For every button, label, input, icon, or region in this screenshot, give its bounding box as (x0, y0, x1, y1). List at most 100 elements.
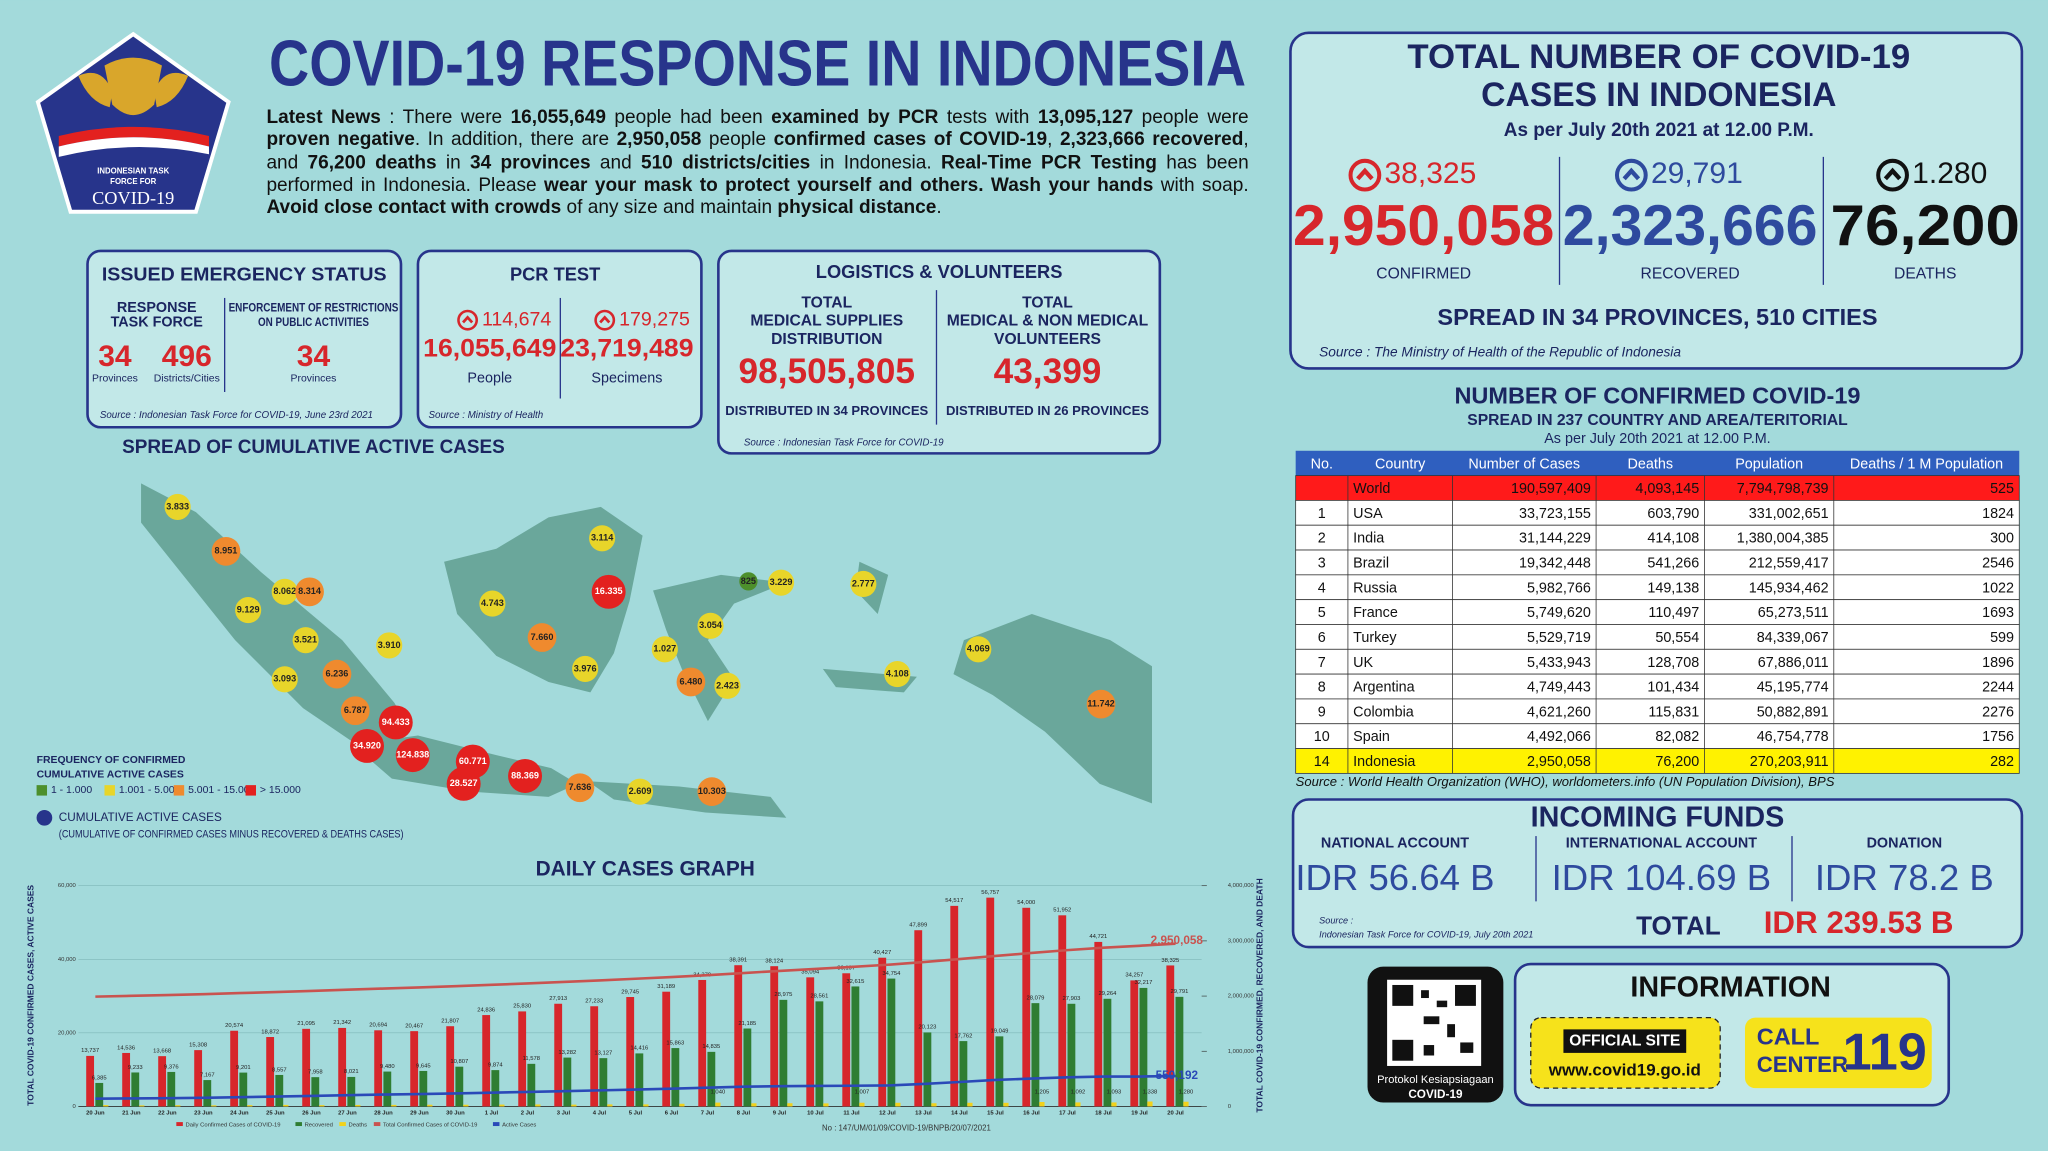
table-cell: 1824 (1982, 506, 2014, 522)
legend-swatch (104, 785, 115, 796)
bar (662, 991, 671, 1107)
bar (211, 1105, 217, 1107)
tick-label: 2,000,000 (1228, 994, 1255, 1000)
table-cell: 603,790 (1647, 506, 1699, 522)
news-text: . In addition, there are (414, 129, 617, 151)
bar (203, 1080, 212, 1107)
bar (635, 1053, 644, 1107)
data-label: 550,192 (1156, 1069, 1199, 1082)
data-label: 8,557 (272, 1067, 287, 1073)
data-label: 35,094 (801, 970, 820, 976)
news-text: Latest News (266, 107, 381, 129)
data-label: 11,578 (523, 1056, 541, 1062)
column-header: Deaths / 1 M Population (1850, 456, 2003, 472)
bubble-label: 60.771 (459, 756, 487, 766)
bubble-label: 10.303 (698, 786, 726, 796)
bar (518, 1011, 527, 1107)
map-bubble (508, 759, 543, 793)
table-cell: Colombia (1353, 704, 1414, 720)
bubble-label: 7.660 (531, 632, 554, 642)
bar (283, 1104, 289, 1107)
table-cell: 5,433,943 (1527, 655, 1591, 671)
logo-text: INDONESIAN TASK (97, 166, 169, 175)
x-tick-label: 21 Jun (122, 1111, 141, 1117)
table-cell: 190,597,409 (1511, 481, 1591, 497)
bar (859, 1102, 865, 1107)
bar (734, 965, 743, 1107)
increase-icon (1348, 158, 1382, 192)
legend-label: > 15.000 (260, 785, 301, 796)
source: Indonesian Task Force for COVID-19, July… (1319, 930, 1533, 940)
legend-swatch (492, 1122, 500, 1127)
table-cell: 110,497 (1648, 605, 1699, 621)
news-text: 16,055,649 (510, 107, 606, 129)
table-cell: 7 (1318, 655, 1326, 671)
bar (950, 905, 959, 1107)
bar (1175, 996, 1184, 1107)
data-label: 20,694 (369, 1023, 388, 1029)
data-label: 21,185 (738, 1021, 757, 1027)
table-cell: 2244 (1982, 680, 2014, 696)
bar (959, 1041, 968, 1107)
bar (715, 1102, 721, 1107)
emergency-panel (86, 249, 403, 429)
bubble-label: 16.335 (595, 586, 623, 596)
map-bubble (479, 590, 506, 617)
bar (535, 1104, 541, 1107)
data-label: 27,903 (1062, 996, 1080, 1002)
fund-total: IDR 239.53 B (1764, 905, 1954, 940)
bar (122, 1052, 131, 1107)
bar (482, 1015, 491, 1107)
data-label: 40,427 (873, 950, 891, 956)
bar (1130, 980, 1139, 1107)
logistics-note: DISTRIBUTED IN 26 PROVINCES (946, 403, 1149, 418)
table-row (1295, 624, 2020, 650)
bubble-label: 3.114 (591, 533, 614, 543)
bar (175, 1105, 181, 1107)
map-bubble (884, 661, 911, 688)
bar (158, 1056, 167, 1107)
legend-label: Active Cases (502, 1122, 536, 1128)
label: CENTER (1757, 1052, 1848, 1077)
label: INCOMING FUNDS (1531, 802, 1785, 834)
news-text: of any size and maintain (561, 197, 778, 219)
table-cell: 9 (1318, 704, 1326, 720)
bubble-label: 3.093 (273, 674, 296, 684)
call-box[interactable] (1744, 1017, 1932, 1089)
table-header (1295, 450, 2020, 476)
bubble-label: 8.951 (215, 546, 238, 556)
pcr-label: People (467, 371, 512, 387)
qr-corner (1392, 984, 1414, 1006)
label: As per July 20th 2021 at 12.00 P.M. (1504, 120, 1814, 141)
x-tick-label: 12 Jul (879, 1111, 896, 1117)
tick-label: 40,000 (58, 957, 77, 963)
legend-swatch (36, 785, 48, 796)
bubble-label: 6.787 (344, 705, 367, 715)
news-text: examined by PCR (771, 107, 939, 129)
map-bubble (676, 667, 706, 697)
bubble-label: 2.423 (716, 680, 739, 690)
label: PCR TEST (510, 264, 600, 285)
table-cell: France (1353, 605, 1398, 621)
x-tick-label: 13 Jul (915, 1111, 932, 1117)
qr-corner (1392, 1039, 1414, 1061)
bar (986, 897, 995, 1107)
map-bubble (572, 655, 599, 682)
label: Protokol Kesiapsiagaan (1377, 1074, 1494, 1086)
label: www.covid19.go.id (1548, 1061, 1701, 1080)
bar (751, 1103, 757, 1107)
bar (95, 1082, 104, 1107)
table-cell: USA (1353, 506, 1383, 522)
news-text: tests with (938, 107, 1038, 129)
data-label: 29,791 (1170, 989, 1188, 995)
bar (230, 1030, 239, 1107)
label: CALL (1757, 1024, 1820, 1050)
qr-dot (1436, 1000, 1448, 1008)
table-cell: 1693 (1982, 605, 2014, 621)
status-value: 34 (98, 340, 132, 373)
x-tick-label: 25 Jun (266, 1111, 285, 1117)
table-cell: 2 (1318, 531, 1326, 547)
increase-icon (1622, 167, 1641, 181)
bar (842, 973, 851, 1107)
bar (679, 1103, 685, 1107)
